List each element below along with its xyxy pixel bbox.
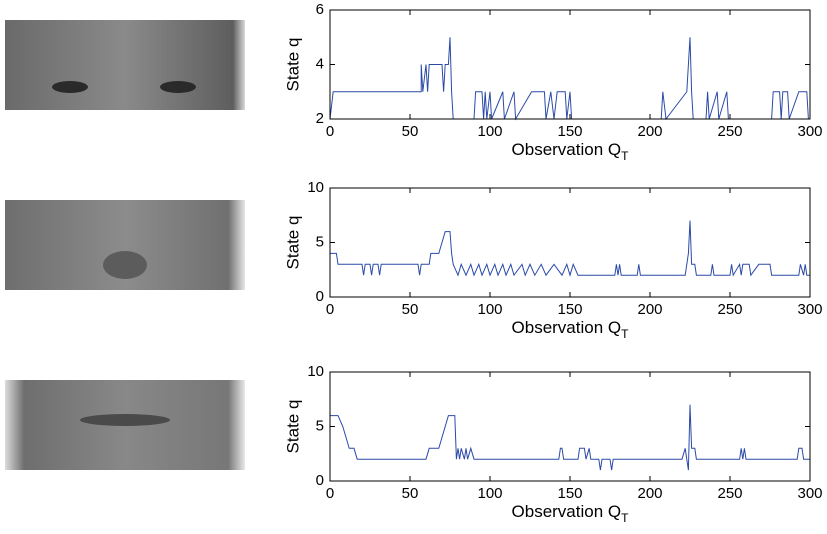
y-axis-label: State q [283, 400, 302, 454]
x-axis-label: Observation QT [512, 318, 630, 341]
x-tick-label: 150 [557, 301, 582, 318]
eye [52, 81, 88, 93]
x-axis-label-text: Observation Q [512, 502, 622, 521]
x-tick-label: 200 [637, 123, 662, 140]
data-line [330, 404, 810, 471]
x-tick-label: 150 [557, 485, 582, 502]
x-tick-label: 0 [326, 301, 334, 318]
y-tick-label: 0 [316, 288, 324, 305]
x-axis-label-subscript: T [621, 327, 629, 341]
x-tick-label: 100 [477, 123, 502, 140]
chart: 0 50 100 150 200 250 300 0 5 10 Observation QT Stat… [283, 179, 822, 341]
x-tick-label: 0 [326, 123, 334, 140]
nose [103, 251, 147, 279]
eye [160, 81, 196, 93]
x-tick-label: 300 [797, 485, 822, 502]
y-tick-label: 10 [307, 363, 324, 380]
x-tick-label: 200 [637, 301, 662, 318]
y-axis-label: State q [283, 38, 302, 92]
eyes-image [5, 20, 245, 110]
x-axis-label-subscript: T [621, 149, 629, 163]
x-tick-label: 0 [326, 485, 334, 502]
x-axis-label-text: Observation Q [512, 140, 622, 159]
y-tick-label: 5 [316, 233, 324, 250]
x-tick-label: 150 [557, 123, 582, 140]
y-tick-label: 10 [307, 179, 324, 196]
x-tick-label: 100 [477, 485, 502, 502]
x-tick-label: 200 [637, 485, 662, 502]
data-line [330, 220, 810, 277]
chart: 0 50 100 150 200 250 300 0 5 10 Observation QT Stat… [283, 363, 822, 525]
x-tick-label: 300 [797, 301, 822, 318]
x-axis-label-text: Observation Q [512, 318, 622, 337]
y-tick-label: 6 [316, 1, 324, 18]
x-tick-label: 300 [797, 123, 822, 140]
y-tick-label: 4 [316, 55, 324, 72]
x-tick-label: 250 [717, 123, 742, 140]
chart: 0 50 100 150 200 250 300 2 4 6 Observation QT State… [283, 1, 822, 163]
x-tick-label: 100 [477, 301, 502, 318]
face-images [5, 20, 245, 470]
mouth [80, 414, 170, 426]
x-tick-label: 50 [402, 301, 419, 318]
x-tick-label: 50 [402, 485, 419, 502]
y-tick-label: 0 [316, 472, 324, 489]
x-tick-label: 250 [717, 485, 742, 502]
x-axis-label-subscript: T [621, 511, 629, 525]
y-tick-label: 5 [316, 417, 324, 434]
plot-area [330, 10, 810, 119]
x-axis-label: Observation QT [512, 502, 630, 525]
x-tick-label: 50 [402, 123, 419, 140]
x-axis-label: Observation QT [512, 140, 630, 163]
x-tick-label: 250 [717, 301, 742, 318]
plot-area [330, 372, 810, 481]
plot-area [330, 188, 810, 297]
y-tick-label: 2 [316, 110, 324, 127]
y-axis-label: State q [283, 216, 302, 270]
